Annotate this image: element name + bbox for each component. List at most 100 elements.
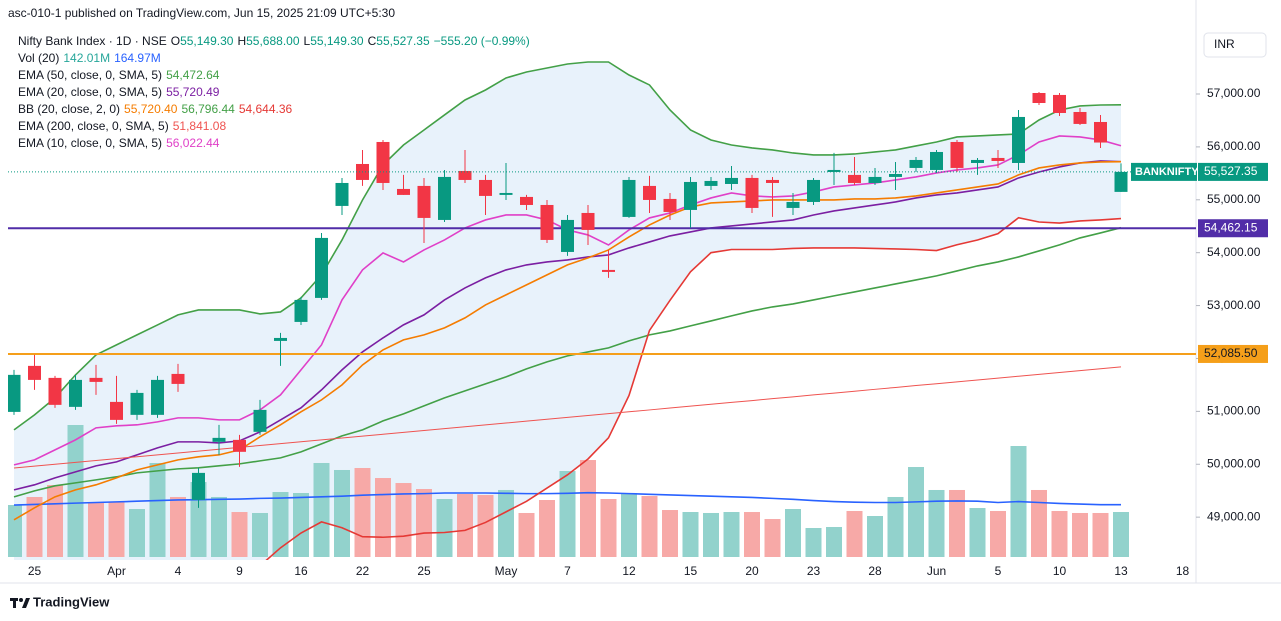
ohlc-value: 55,149.30 [180,34,234,48]
volume-bar [887,496,904,557]
candle-body [561,219,574,252]
volume-bar [252,512,268,557]
price-label-box [1198,344,1268,363]
candle-body [889,173,902,177]
volume-bar [1092,512,1109,557]
study-name: BB (20, close, 2, 0) [18,102,121,116]
study-value: 142.01M [63,51,111,65]
x-tick-label: 15 [684,564,698,578]
volume-bar [703,512,719,557]
x-tick-label: 4 [175,564,182,578]
indicator-line [13,61,1122,431]
candle-body [602,269,615,272]
candle-body [827,169,841,172]
ohlc-key: C [367,34,377,48]
candle-body [1032,92,1046,103]
candle-body [110,401,123,420]
indicator-line [13,160,1122,521]
volume-bar [129,508,145,557]
candle-body [520,196,533,205]
candle-body [868,176,882,183]
candle-body [1094,121,1107,143]
study-value: 54,472.64 [166,68,220,82]
x-tick-label: 7 [564,564,571,578]
volume-bar [805,528,822,557]
volume-bar [764,519,781,557]
x-tick-label: 10 [1053,564,1067,578]
candle-body [745,177,759,208]
candle-body [335,182,349,206]
x-tick-label: 25 [28,564,42,578]
indicator-line [13,366,1122,469]
x-tick-label: 23 [807,564,821,578]
plot-area [8,61,1196,560]
tv-logo [10,598,30,608]
x-tick-label: 22 [356,564,370,578]
volume-bar [682,512,699,557]
candle-body [274,337,287,341]
candle-body [499,192,513,195]
candle-body [540,204,554,240]
x-tick-label: 13 [1114,564,1128,578]
candle-body [725,177,738,184]
x-tick-label: 9 [236,564,243,578]
volume-bar [1031,489,1047,557]
candle-body [1012,116,1025,163]
study-value: 56,796.44 [181,102,235,116]
x-tick-label: 20 [745,564,759,578]
volume-bar [559,471,576,557]
candle-body [438,176,451,220]
y-tick-label: 57,000.00 [1207,86,1261,100]
candle-body [192,472,205,500]
volume-bar [744,512,760,557]
currency-box[interactable] [1203,32,1267,58]
volume-bar [969,508,986,557]
volume-bar [190,482,207,557]
volume-bar [170,496,186,557]
axes: 49,000.0050,000.0051,000.0052,000.0053,0… [28,86,1268,578]
footer-brand: TradingView [33,594,110,609]
volume-bar [621,492,637,557]
legend-row: Nifty Bank Index · 1D · NSE O55,149.30 H55… [18,33,530,50]
volume-bar [211,496,227,557]
indicator-line [265,216,1122,560]
candle-body [704,180,718,186]
volume-bar [272,492,289,557]
symbol-label-box [1131,162,1197,181]
volume-bar [477,494,494,557]
candle-body [950,141,964,168]
series-name: Nifty Bank Index · 1D · NSE [18,34,167,48]
volume-bar [498,489,514,557]
volume-bar [662,510,678,557]
candle-body [971,159,984,163]
ohlc-value: 55,688.00 [246,34,300,48]
legend: Nifty Bank Index · 1D · NSE O55,149.30 H55… [18,33,530,152]
x-tick-label: 5 [995,564,1002,578]
candle-body [233,439,246,452]
x-tick-label: Apr [107,564,126,578]
candle-body [643,185,656,200]
ohlc-value: 55,149.30 [310,34,364,48]
volume-bar [600,499,617,557]
currency[interactable]: INR [1214,37,1235,51]
x-tick-label: Jun [927,564,946,578]
study-name: Vol (20) [18,51,60,65]
candle-body [48,377,62,405]
study-name: EMA (50, close, 0, SMA, 5) [18,68,163,82]
ohlc-key: H [237,34,247,48]
volume-bar [539,499,555,557]
candle-body [991,157,1005,161]
x-tick-label: 18 [1176,564,1190,578]
ohlc-value: 55,527.35 [376,34,430,48]
study-name: EMA (20, close, 0, SMA, 5) [18,85,163,99]
candle-body [28,365,41,380]
published-note: asc-010-1 published on TradingView.com, … [8,6,395,20]
indicator-line [13,226,1122,498]
volume-bar [457,494,473,557]
volume-bar [88,501,104,557]
study-value: 164.97M [114,51,161,65]
y-tick-label: 49,000.00 [1207,509,1261,523]
candle-body [807,179,820,202]
y-tick-label: 51,000.00 [1207,404,1261,418]
